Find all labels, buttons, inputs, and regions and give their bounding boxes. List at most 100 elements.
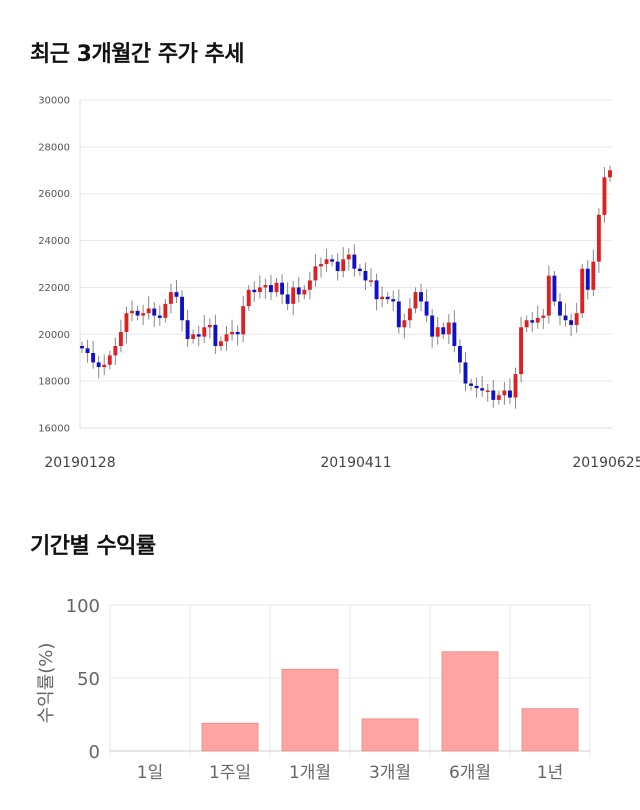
candle-body: [485, 390, 490, 393]
candle-body: [385, 296, 390, 300]
candle-body: [563, 315, 568, 321]
candle-body: [324, 259, 329, 264]
candle-body: [441, 327, 446, 335]
price-y-tick-label: 30000: [38, 96, 70, 107]
candle-body: [574, 313, 579, 325]
candle-body: [508, 390, 512, 398]
candle-body: [608, 170, 612, 178]
candle-body: [118, 331, 123, 346]
return-x-tick-label: 1년: [537, 763, 563, 783]
candle-body: [274, 282, 279, 293]
return-chart-title: 기간별 수익률: [30, 534, 156, 559]
candle-body: [530, 320, 535, 323]
candle-body: [124, 313, 129, 332]
candle-body: [391, 299, 396, 302]
candle-body: [457, 346, 462, 363]
price-y-tick-label: 28000: [38, 142, 70, 153]
candle-body: [163, 303, 168, 318]
price-y-tick-label: 22000: [38, 283, 70, 294]
candle-body: [285, 294, 290, 304]
candle-body: [346, 254, 351, 260]
candle-body: [363, 271, 368, 281]
candle-body: [230, 331, 235, 335]
return-bar-1개월: [281, 668, 339, 752]
candle-body: [352, 254, 357, 269]
candle-body: [96, 362, 101, 368]
price-candlestick-chart: 16000 18000 20000 22000 24000 26000 28000 30000…: [38, 96, 640, 472]
candle-body: [596, 214, 601, 262]
candle-body: [280, 282, 285, 295]
candle-body: [419, 292, 423, 302]
candle-body: [546, 275, 551, 316]
candle-body: [135, 310, 140, 316]
candle-body: [207, 324, 212, 328]
return-bar-1년: [521, 708, 579, 752]
candle-body: [569, 320, 574, 325]
candle-body: [235, 331, 240, 335]
price-chart-candles: [80, 165, 612, 409]
candle-body: [202, 327, 207, 337]
candle-body: [91, 353, 96, 363]
candle-body: [224, 334, 229, 342]
candle-body: [552, 275, 557, 302]
candle-body: [558, 301, 562, 316]
return-y-tick-label: 50: [77, 669, 100, 690]
candle-body: [296, 287, 301, 295]
candle-body: [463, 362, 468, 384]
price-y-tick-label: 20000: [38, 330, 70, 341]
candle-body: [302, 289, 307, 295]
candle-body: [319, 264, 323, 267]
return-bar-6개월: [441, 651, 499, 752]
candle-body: [480, 388, 485, 391]
candle-body: [185, 320, 190, 339]
return-x-tick-label: 1주일: [209, 763, 251, 783]
candle-body: [496, 395, 501, 400]
candle-body: [113, 346, 118, 356]
candle-body: [469, 383, 473, 386]
candle-body: [102, 364, 107, 368]
price-y-tick-label: 16000: [38, 424, 70, 435]
price-date-label: 20190625: [572, 455, 640, 471]
price-date-label: 20190128: [44, 455, 115, 471]
price-chart-date-labels: 20190128 20190411 20190625: [44, 455, 640, 471]
candle-body: [374, 280, 379, 300]
candle-body: [213, 324, 218, 346]
candle-body: [141, 313, 146, 316]
candle-body: [246, 289, 251, 307]
candle-body: [307, 280, 312, 290]
candle-body: [430, 315, 435, 337]
return-x-tick-label: 3개월: [369, 763, 411, 783]
return-chart-x-ticks: 1일 1주일 1개월 3개월 6개월 1년: [137, 763, 563, 783]
candle-body: [174, 292, 179, 297]
candle-body: [85, 348, 90, 354]
candle-body: [191, 334, 196, 339]
price-y-tick-label: 18000: [38, 377, 70, 388]
candle-body: [80, 346, 84, 349]
candle-body: [424, 301, 429, 316]
return-x-tick-label: 1일: [137, 763, 163, 783]
candle-body: [413, 292, 418, 309]
candle-body: [535, 317, 540, 323]
candle-body: [269, 285, 273, 293]
candle-body: [435, 327, 440, 337]
candle-body: [130, 310, 134, 314]
candle-body: [519, 327, 524, 375]
candle-body: [241, 306, 246, 335]
price-y-tick-label: 26000: [38, 189, 70, 200]
return-chart-y-ticks: 0 50 100: [66, 596, 100, 763]
candle-body: [580, 268, 585, 314]
return-chart-grid: [109, 604, 591, 757]
candle-body: [502, 390, 507, 396]
candle-body: [474, 385, 479, 389]
price-chart-y-ticks: 16000 18000 20000 22000 24000 26000 28000 30000: [38, 96, 70, 435]
candle-body: [252, 289, 257, 293]
return-x-tick-label: 6개월: [449, 763, 491, 783]
candle-body: [452, 322, 457, 346]
candle-body: [491, 390, 496, 400]
candle-body: [335, 261, 340, 272]
price-chart-grid: [79, 99, 612, 429]
candle-body: [396, 301, 401, 328]
candle-body: [180, 296, 184, 321]
candle-body: [107, 355, 112, 365]
